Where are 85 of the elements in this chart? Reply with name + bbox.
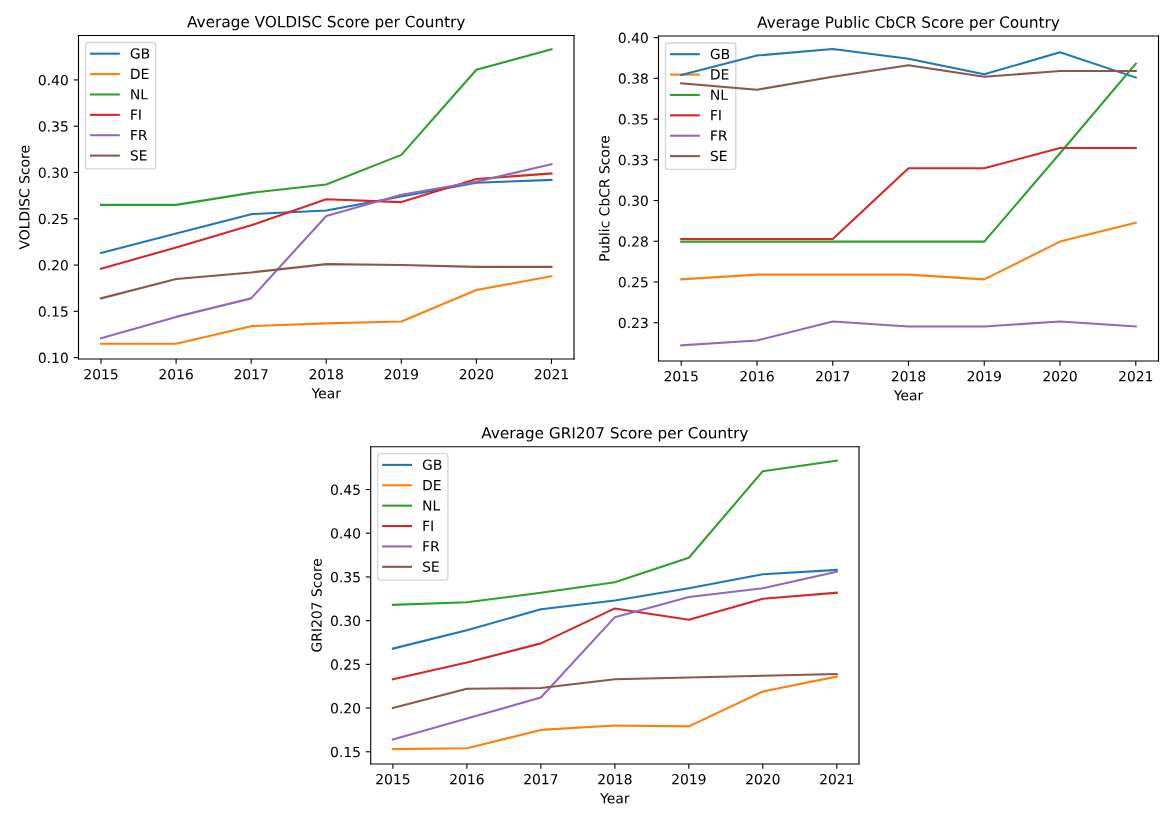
legend-label: GB: [710, 48, 730, 60]
y-tick-label: 0.35: [330, 571, 360, 583]
x-tick-label: 2016: [450, 773, 484, 785]
y-axis-title: GRI207 Score: [311, 558, 322, 652]
x-tick-label: 2020: [459, 368, 494, 380]
x-tick-label: 2017: [234, 368, 268, 380]
y-tick-label: 0.40: [618, 32, 648, 44]
x-tick-label: 2021: [820, 773, 854, 785]
x-tick-label: 2021: [1119, 370, 1153, 382]
y-tick-label: 0.25: [330, 659, 360, 670]
line-series: [680, 47, 1137, 79]
y-tick-label: 0.40: [38, 74, 68, 86]
y-tick-label: 0.33: [618, 154, 648, 166]
x-tick-label: 2018: [598, 773, 632, 785]
line-series: [680, 64, 1137, 91]
y-tick-label: 0.45: [330, 484, 360, 496]
x-tick-label: 2019: [967, 370, 1001, 382]
x-tick-label: 2021: [534, 368, 568, 380]
x-tick-label: 2018: [891, 370, 926, 382]
line-series: [680, 221, 1137, 281]
legend-label: FI: [131, 109, 141, 120]
line-series: [99, 275, 553, 345]
x-tick-label: 2020: [1043, 370, 1077, 382]
x-tick-label: 2017: [816, 370, 850, 382]
y-tick-label: 0.38: [618, 73, 648, 84]
chart-title: Average VOLDISC Score per Country: [187, 15, 465, 31]
line-series: [391, 570, 838, 741]
y-tick-label: 0.15: [38, 306, 68, 317]
legend-label: SE: [423, 561, 439, 572]
x-axis-title: Year: [893, 390, 924, 401]
legend-label: DE: [711, 69, 729, 80]
x-axis-title: Year: [311, 388, 341, 399]
line-series: [99, 48, 553, 206]
line-series: [391, 672, 838, 710]
y-tick-label: 0.30: [618, 195, 648, 207]
x-axis-title: Year: [600, 793, 630, 804]
x-tick-label: 2016: [159, 368, 193, 380]
legend-label: FR: [711, 130, 728, 141]
x-tick-label: 2015: [664, 370, 698, 382]
legend-label: DE: [131, 68, 149, 79]
x-tick-label: 2015: [84, 368, 118, 380]
y-tick-label: 0.35: [38, 121, 68, 132]
line-series: [391, 591, 838, 681]
x-tick-label: 2016: [740, 370, 774, 382]
legend-label: NL: [131, 89, 148, 100]
line-series: [391, 675, 838, 751]
legend-label: FI: [711, 110, 721, 121]
legend-label: FR: [423, 541, 440, 552]
chart-title: Average Public CbCR Score per Country: [757, 16, 1060, 31]
y-tick-label: 0.20: [330, 703, 361, 714]
y-tick-label: 0.35: [618, 114, 648, 125]
line-series: [680, 320, 1137, 347]
line-series: [99, 163, 553, 340]
y-axis-title: Public CbCR Score: [598, 135, 610, 261]
y-tick-label: 0.30: [330, 615, 361, 627]
y-tick-label: 0.25: [38, 213, 68, 225]
x-tick-label: 2017: [524, 773, 558, 785]
line-series: [391, 459, 838, 606]
x-tick-label: 2020: [746, 773, 780, 785]
x-tick-label: 2019: [384, 368, 419, 380]
legend-label: FR: [131, 129, 148, 141]
x-tick-label: 2015: [376, 773, 410, 785]
y-tick-label: 0.40: [330, 528, 361, 539]
legend-label: NL: [423, 500, 441, 511]
x-tick-label: 2019: [672, 773, 706, 785]
legend-label: DE: [423, 480, 441, 491]
line-series: [99, 172, 553, 270]
y-tick-label: 0.10: [38, 352, 68, 364]
y-tick-label: 0.15: [330, 746, 360, 758]
y-tick-label: 0.30: [38, 167, 68, 178]
line-series: [99, 263, 553, 300]
y-tick-label: 0.23: [618, 317, 648, 329]
y-tick-label: 0.25: [618, 276, 648, 288]
legend-label: NL: [711, 89, 728, 100]
legend-label: GB: [422, 459, 442, 470]
legend-label: GB: [130, 48, 150, 59]
x-tick-label: 2018: [309, 368, 343, 380]
chart-title: Average GRI207 Score per Country: [481, 427, 748, 442]
y-tick-label: 0.20: [38, 260, 68, 271]
legend-label: SE: [130, 150, 147, 161]
legend-label: SE: [710, 150, 727, 162]
y-tick-label: 0.28: [618, 236, 648, 247]
y-axis-title: VOLDISC Score: [19, 145, 30, 250]
line-series: [99, 178, 553, 255]
legend-label: FI: [423, 520, 433, 531]
